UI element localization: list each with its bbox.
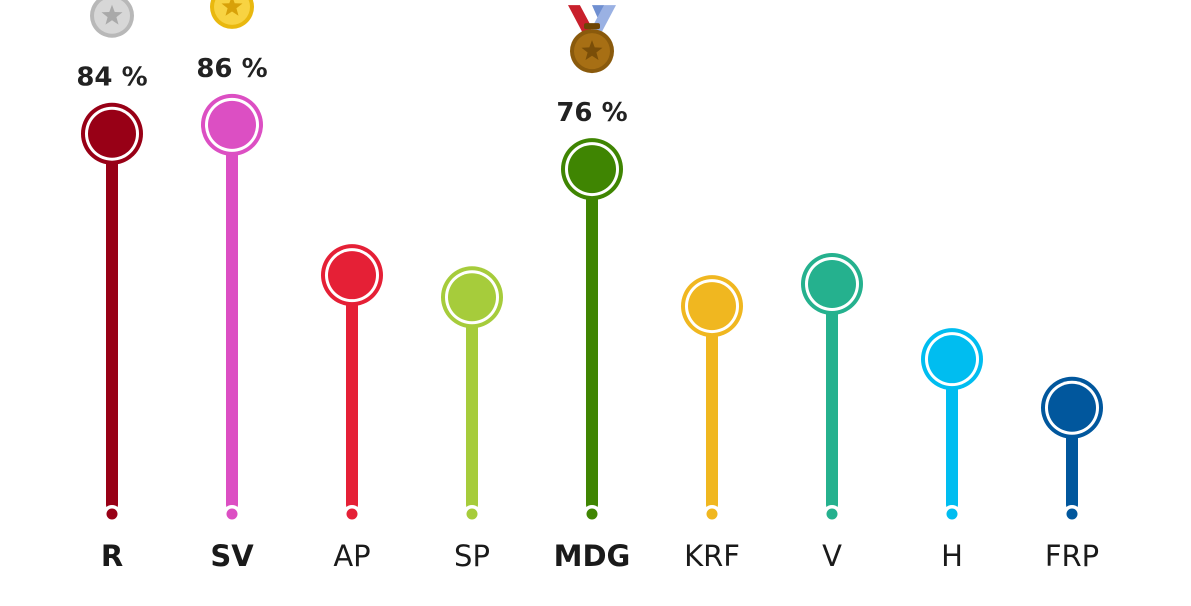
head-v (808, 260, 856, 308)
base-dot-h (946, 508, 958, 520)
category-label-r: R (101, 539, 123, 573)
category-label-ap: AP (333, 539, 370, 573)
category-label-sp: SP (454, 539, 490, 573)
silver-medal-icon (90, 0, 134, 38)
head-r (88, 109, 136, 158)
category-label-sv: SV (210, 539, 254, 573)
head-ap (328, 251, 376, 300)
category-label-krf: KRF (684, 539, 740, 573)
head-frp (1048, 383, 1096, 432)
base-dot-mdg (586, 508, 598, 520)
category-label-v: V (822, 539, 842, 573)
gold-medal-icon (210, 0, 254, 29)
value-label-sv: 86 % (196, 54, 267, 84)
category-label-mdg: MDG (554, 539, 631, 573)
head-mdg (568, 145, 616, 194)
base-dot-ap (346, 508, 358, 520)
value-label-r: 84 % (76, 63, 147, 93)
base-dot-sp (466, 508, 478, 520)
base-dot-frp (1066, 508, 1078, 520)
base-dot-v (826, 508, 838, 520)
base-dot-sv (226, 508, 238, 520)
head-sv (208, 100, 256, 149)
bronze-medal-icon (568, 5, 616, 74)
head-sp (448, 273, 496, 322)
head-h (928, 335, 976, 384)
category-label-h: H (941, 539, 963, 573)
head-krf (688, 282, 736, 331)
base-dot-r (106, 508, 118, 520)
value-label-mdg: 76 % (556, 98, 627, 128)
base-dot-krf (706, 508, 718, 520)
category-label-frp: FRP (1045, 539, 1099, 573)
